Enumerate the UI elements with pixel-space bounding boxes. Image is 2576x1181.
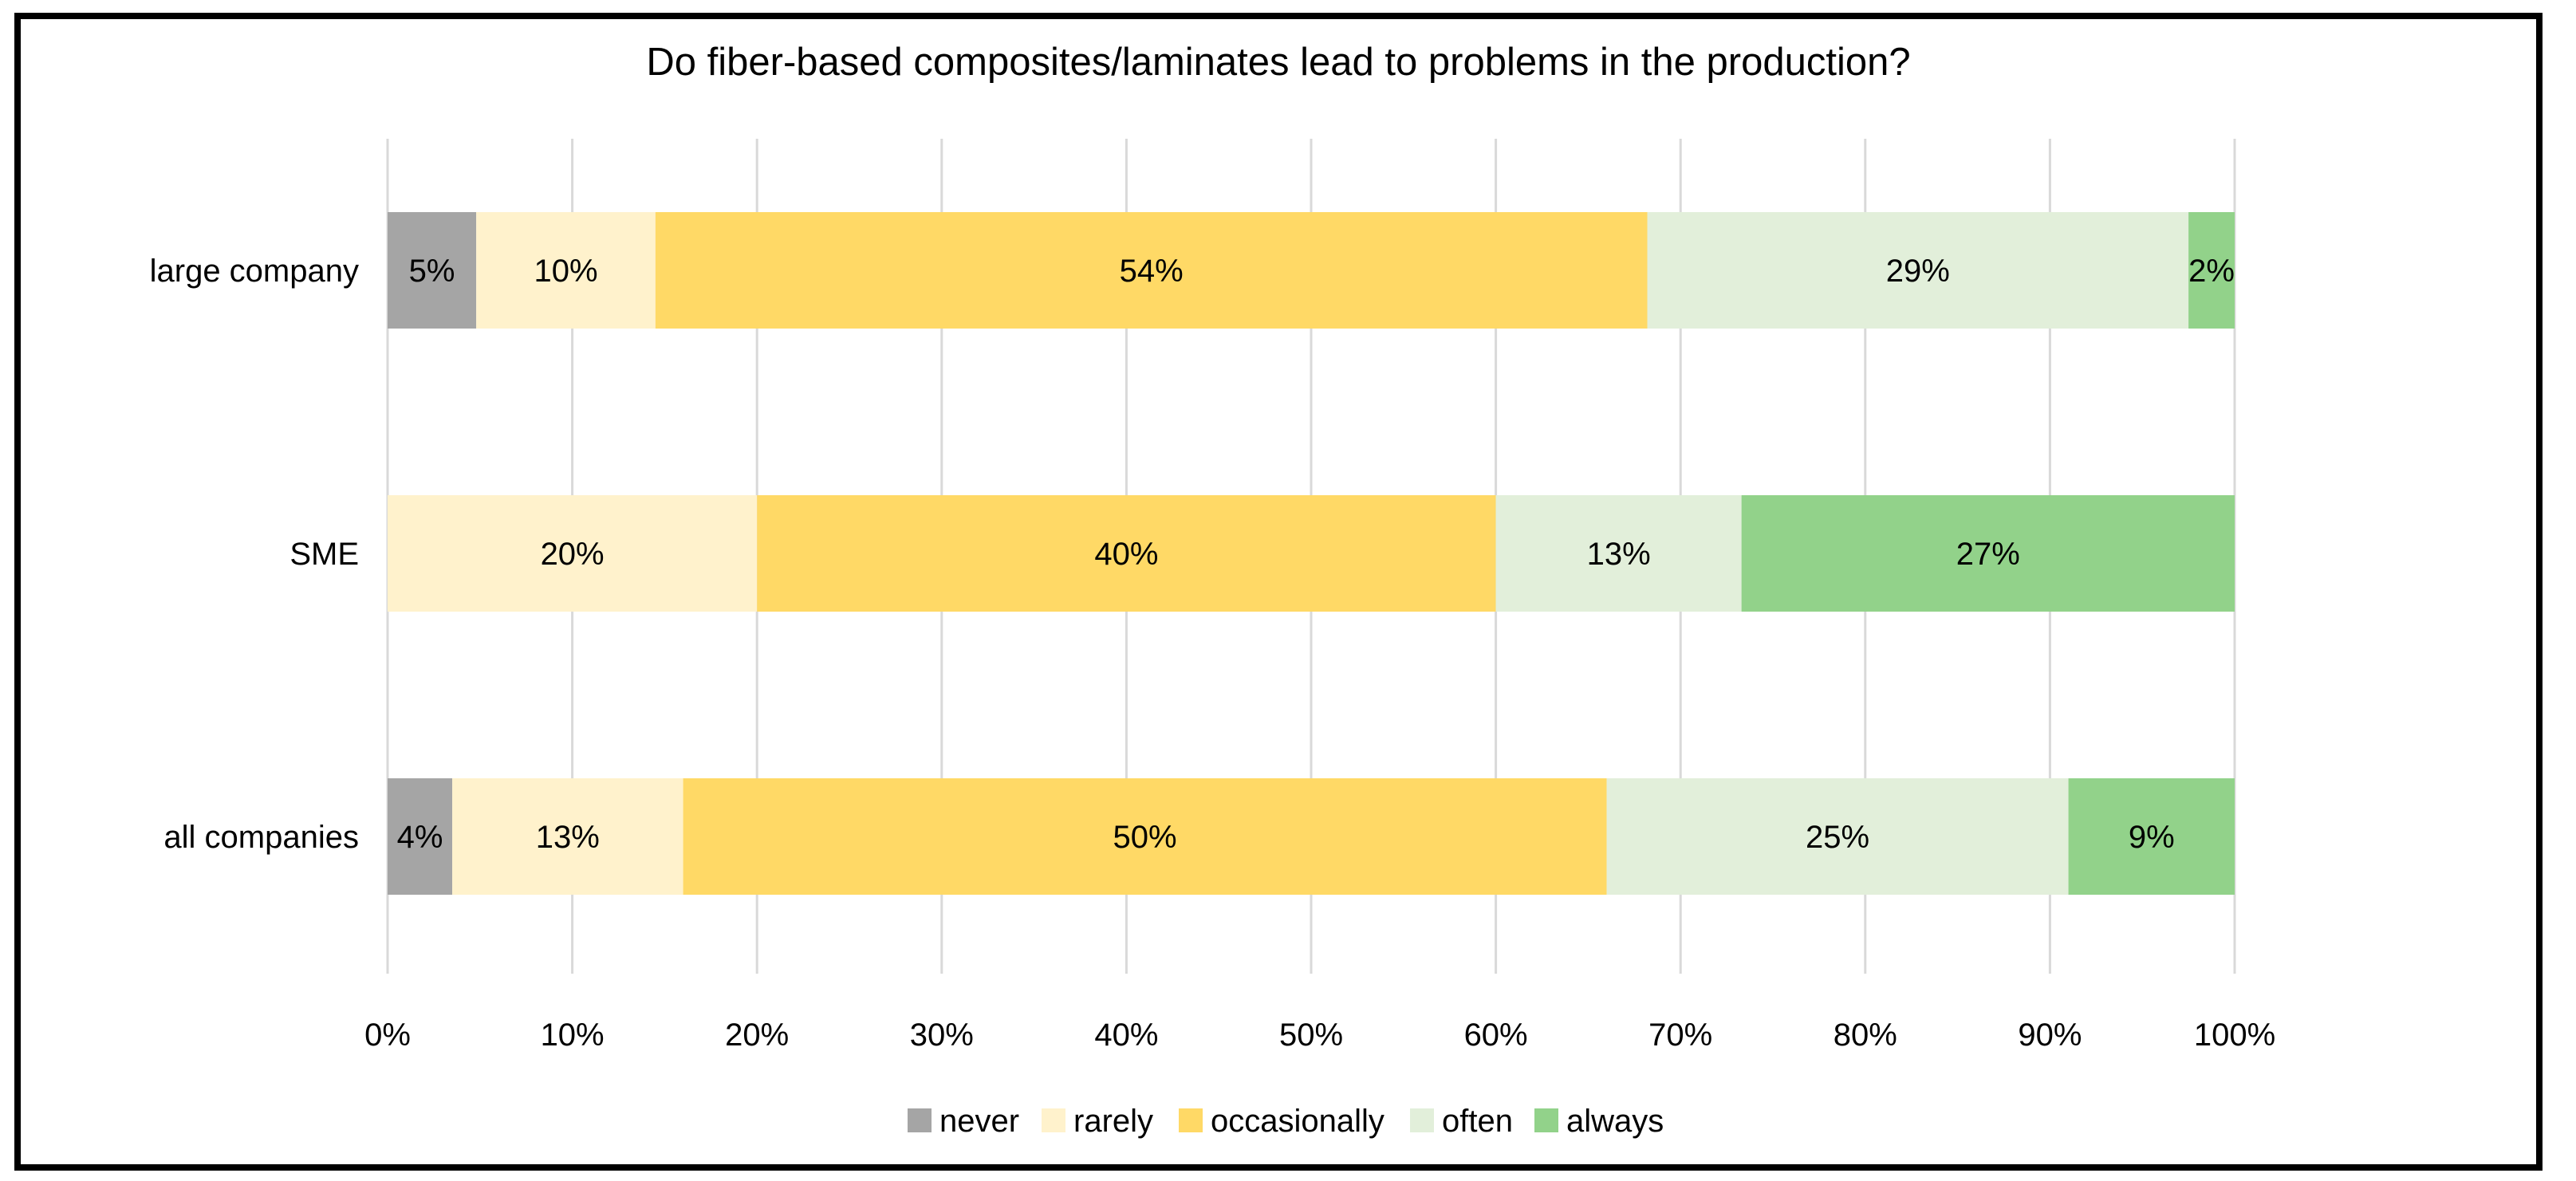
category-labels: large company SME all companies <box>150 254 359 855</box>
bar-segment-often <box>1606 778 2069 895</box>
bar-segment-always <box>1741 495 2235 612</box>
x-tick-label: 50% <box>1279 1018 1343 1053</box>
bar-segment-occasionally <box>757 495 1496 612</box>
bar-segment-occasionally <box>683 778 1607 895</box>
data-label: 54% <box>1120 254 1184 289</box>
bar-segment-rarely <box>452 778 683 895</box>
chart-frame: Do fiber-based composites/laminates lead… <box>14 13 2543 1171</box>
legend-label-never: never <box>939 1104 1019 1139</box>
x-tick-label: 10% <box>541 1018 605 1053</box>
x-tick-label: 70% <box>1648 1018 1712 1053</box>
bar-segment-often <box>1495 495 1742 612</box>
x-tick-label: 60% <box>1464 1018 1528 1053</box>
data-label: 50% <box>1113 820 1177 855</box>
legend-label-often: often <box>1442 1104 1513 1139</box>
data-label: 20% <box>541 537 605 572</box>
data-labels: 5% 10% 54% 29% 2% 20% 40% 13% 27% 4% 13% 50% 25% 9% <box>397 254 2235 855</box>
data-label: 25% <box>1806 820 1869 855</box>
bar-segment-rarely <box>388 495 758 612</box>
x-tick-label: 90% <box>2018 1018 2082 1053</box>
data-label: 9% <box>2129 820 2175 855</box>
data-label: 2% <box>2188 254 2235 289</box>
x-tick-label: 0% <box>364 1018 411 1053</box>
legend-swatch-never <box>908 1108 932 1132</box>
x-tick-label: 20% <box>725 1018 789 1053</box>
x-tick-label: 30% <box>910 1018 974 1053</box>
x-tick-label: 40% <box>1094 1018 1158 1053</box>
data-label: 13% <box>536 820 600 855</box>
data-label: 27% <box>1956 537 2020 572</box>
bar-segment-occasionally <box>655 212 1648 329</box>
data-label: 40% <box>1094 537 1158 572</box>
bar-segment-rarely <box>476 212 656 329</box>
data-label: 13% <box>1587 537 1651 572</box>
bars <box>388 212 2235 895</box>
category-label: SME <box>290 537 359 572</box>
category-label: all companies <box>163 820 359 855</box>
legend-swatch-always <box>1534 1108 1558 1132</box>
legend-swatch-occasionally <box>1179 1108 1203 1132</box>
legend-swatch-rarely <box>1042 1108 1065 1132</box>
legend-label-rarely: rarely <box>1073 1104 1153 1139</box>
bar-segment-always <box>2068 778 2235 895</box>
bar-segment-often <box>1647 212 2189 329</box>
bar-segment-never <box>388 212 477 329</box>
data-label: 10% <box>534 254 597 289</box>
x-tick-label: 80% <box>1834 1018 1897 1053</box>
data-label: 29% <box>1886 254 1950 289</box>
legend-label-occasionally: occasionally <box>1211 1104 1385 1139</box>
x-tick-label: 100% <box>2194 1018 2275 1053</box>
data-label: 5% <box>409 254 455 289</box>
legend-swatch-often <box>1410 1108 1434 1132</box>
bar-segment-never <box>388 778 453 895</box>
chart-title: Do fiber-based composites/laminates lead… <box>646 41 1910 84</box>
data-label: 4% <box>397 820 443 855</box>
category-label: large company <box>150 254 359 289</box>
x-axis-ticks: 0% 10% 20% 30% 40% 50% 60% 70% 80% 90% 100% <box>364 1018 2275 1053</box>
legend: never rarely occasionally often always <box>908 1104 1664 1139</box>
bar-segment-always <box>2188 212 2235 329</box>
legend-label-always: always <box>1566 1104 1664 1139</box>
chart-svg: Do fiber-based composites/laminates lead… <box>150 41 2276 1139</box>
